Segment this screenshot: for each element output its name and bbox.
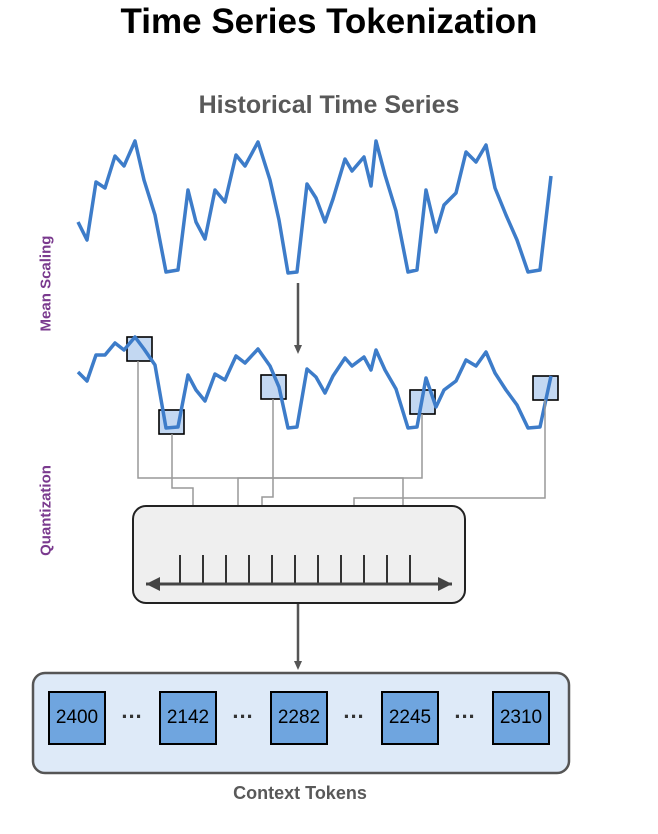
token-1: 2400 — [48, 691, 106, 745]
axis-arrowhead-left — [146, 577, 160, 591]
axis-arrowhead-right — [438, 577, 452, 591]
token-3: 2282 — [270, 691, 328, 745]
scaled-series-line — [76, 335, 553, 430]
series-heading: Historical Time Series — [198, 91, 460, 119]
token-4: 2245 — [381, 691, 439, 745]
token-2: 2142 — [159, 691, 217, 745]
quantizer-box — [132, 505, 466, 604]
token-ellipsis: ... — [232, 698, 254, 723]
token-ellipsis: ... — [121, 698, 143, 723]
historical-series-line — [76, 139, 553, 275]
token-5: 2310 — [492, 691, 550, 745]
quantization-bins — [179, 555, 411, 583]
token-ellipsis: ... — [343, 698, 365, 723]
context-tokens-label: Context Tokens — [233, 783, 367, 803]
diagram-title: Time Series Tokenization — [120, 2, 538, 41]
token-ellipsis: ... — [454, 698, 476, 723]
